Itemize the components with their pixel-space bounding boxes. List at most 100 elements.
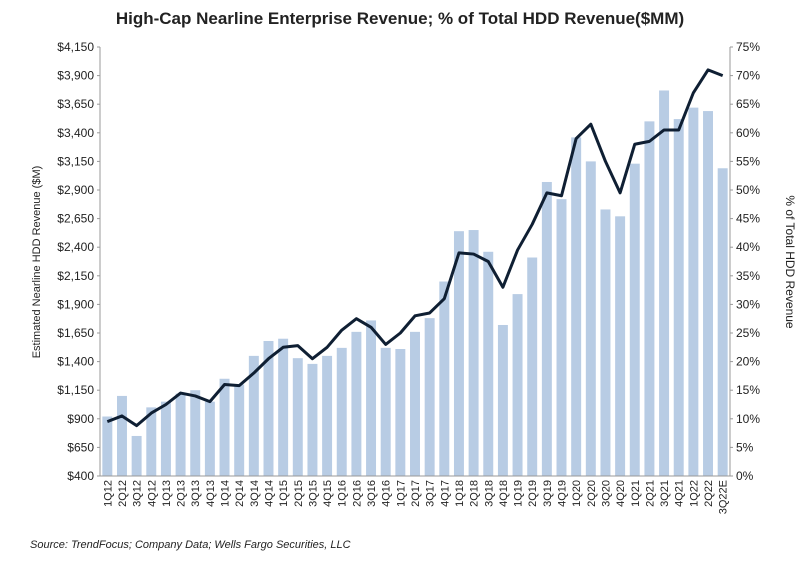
- bar: [219, 378, 230, 476]
- x-tick-label: 4Q19: [557, 480, 569, 507]
- bar: [102, 416, 113, 476]
- y2-tick-label: 45%: [736, 212, 760, 226]
- bar: [234, 384, 245, 476]
- y-tick-label: $2,900: [57, 183, 94, 197]
- y-tick-label: $2,650: [57, 212, 94, 226]
- x-tick-label: 4Q17: [439, 480, 451, 507]
- bar: [175, 393, 186, 476]
- bar: [380, 347, 391, 476]
- x-tick-label: 3Q20: [600, 480, 612, 507]
- x-tick-label: 2Q16: [351, 480, 363, 507]
- x-tick-label: 4Q15: [322, 480, 334, 507]
- x-tick-label: 1Q14: [220, 480, 232, 507]
- y2-tick-label: 25%: [736, 326, 760, 340]
- y-tick-label: $1,650: [57, 326, 94, 340]
- bar: [512, 294, 523, 476]
- y2-tick-label: 70%: [736, 69, 760, 83]
- x-tick-label: 1Q16: [337, 480, 349, 507]
- y-tick-label: $2,400: [57, 240, 94, 254]
- bar: [439, 281, 450, 476]
- x-tick-label: 3Q12: [132, 480, 144, 507]
- y-tick-label: $3,400: [57, 126, 94, 140]
- bar: [424, 318, 435, 476]
- y2-tick-label: 50%: [736, 183, 760, 197]
- x-tick-label: 1Q12: [102, 480, 114, 507]
- x-tick-label: 1Q22: [688, 480, 700, 507]
- y-tick-label: $650: [67, 440, 94, 454]
- x-tick-label: 3Q15: [307, 480, 319, 507]
- x-tick-label: 3Q13: [190, 480, 202, 507]
- x-tick-label: 3Q18: [483, 480, 495, 507]
- bar: [585, 161, 596, 476]
- x-tick-label: 2Q18: [469, 480, 481, 507]
- x-tick-label: 3Q19: [542, 480, 554, 507]
- y-tick-label: $1,900: [57, 297, 94, 311]
- source: Source: TrendFocus; Company Data; Wells …: [30, 539, 351, 551]
- bar: [307, 363, 318, 476]
- x-tick-label: 4Q12: [146, 480, 158, 507]
- bar: [600, 209, 611, 476]
- x-tick-label: 2Q19: [527, 480, 539, 507]
- x-tick-label: 2Q13: [176, 480, 188, 507]
- x-tick-label: 2Q20: [586, 480, 598, 507]
- x-tick-label: 4Q16: [381, 480, 393, 507]
- y-tick-label: $3,900: [57, 69, 94, 83]
- y-tick-label: $1,400: [57, 355, 94, 369]
- bar: [615, 216, 626, 476]
- y-tick-label: $400: [67, 469, 94, 483]
- y-tick-label: $2,150: [57, 269, 94, 283]
- y-tick-label: $3,150: [57, 154, 94, 168]
- bar: [468, 230, 479, 476]
- bar: [688, 107, 699, 476]
- line-series: [106, 68, 724, 428]
- bar: [497, 324, 508, 476]
- x-tick-label: 2Q14: [234, 480, 246, 507]
- bar: [541, 181, 552, 476]
- y2-tick-label: 40%: [736, 240, 760, 254]
- x-tick-label: 1Q19: [513, 480, 525, 507]
- bar: [410, 331, 420, 476]
- y-tick-label: $3,650: [57, 97, 94, 111]
- bar: [248, 355, 259, 476]
- bar: [190, 390, 201, 476]
- x-tick-label: 2Q15: [293, 480, 305, 507]
- y2-tick-label: 10%: [736, 412, 760, 426]
- x-tick-label: 4Q21: [674, 480, 686, 507]
- x-tick-label: 1Q20: [571, 480, 583, 507]
- bar: [527, 257, 538, 476]
- x-tick-label: 1Q13: [161, 480, 173, 507]
- x-tick-label: 2Q21: [644, 480, 656, 507]
- bar: [483, 251, 494, 476]
- bar: [263, 341, 274, 476]
- y2-tick-label: 5%: [736, 440, 754, 454]
- x-tick-label: 1Q15: [278, 480, 290, 507]
- bar: [204, 401, 215, 476]
- bar: [395, 349, 406, 476]
- x-tick-label: 4Q20: [615, 480, 627, 507]
- x-tick-label: 3Q14: [249, 480, 261, 507]
- bar: [629, 163, 640, 477]
- x-tick-label: 1Q18: [454, 480, 466, 507]
- bar: [116, 395, 127, 476]
- bar: [453, 231, 464, 476]
- x-tick-label: 3Q17: [425, 480, 437, 507]
- y2-tick-label: 65%: [736, 97, 760, 111]
- bar: [717, 168, 728, 477]
- bar: [131, 435, 142, 476]
- bar: [673, 119, 684, 477]
- chart-title: High-Cap Nearline Enterprise Revenue; % …: [116, 9, 684, 28]
- y-tick-label: $900: [67, 412, 94, 426]
- x-tick-label: 4Q14: [263, 480, 275, 507]
- y2-tick-label: 30%: [736, 297, 760, 311]
- bar: [556, 199, 567, 477]
- bar: [644, 121, 655, 477]
- y2-tick-label: 75%: [736, 40, 760, 54]
- y2-tick-label: 35%: [736, 269, 760, 283]
- bar: [292, 358, 303, 476]
- bar: [322, 355, 333, 476]
- bar: [351, 331, 362, 476]
- y-tick-label: $4,150: [57, 40, 94, 54]
- y2-tick-label: 55%: [736, 154, 760, 168]
- x-tick-label: 4Q18: [498, 480, 510, 507]
